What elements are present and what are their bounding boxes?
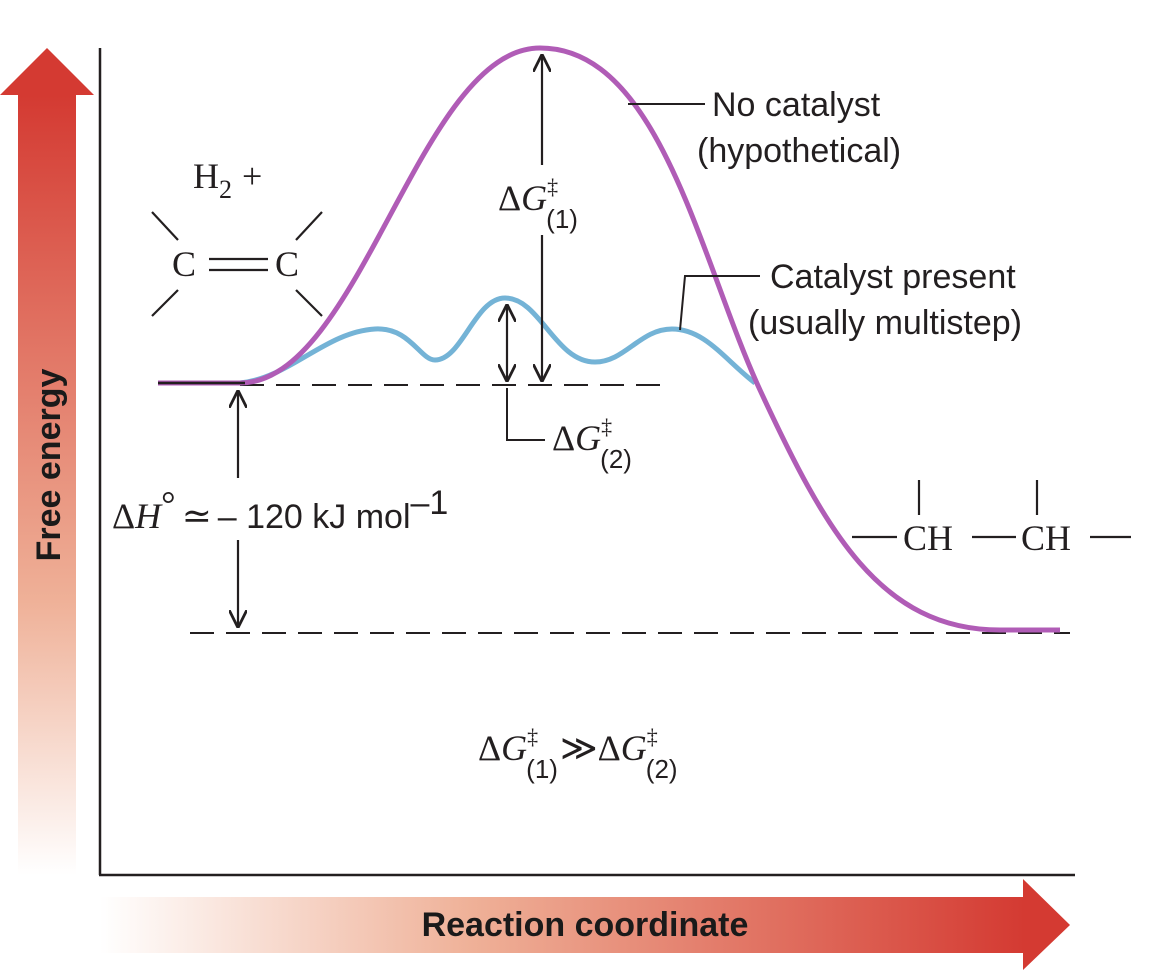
y-axis-arrow: [0, 48, 94, 875]
product-group-left: CH: [903, 518, 953, 558]
catalyst-label-1: Catalyst present: [770, 258, 1016, 296]
product-structure: CH CH: [852, 480, 1131, 558]
dg1-label: ΔG‡ (1): [498, 174, 578, 234]
dg2-label: ΔG‡ (2): [552, 414, 632, 474]
carbon-right: C: [275, 244, 299, 284]
no-catalyst-label-1: No catalyst: [712, 86, 881, 124]
catalyst-curve: [239, 295, 757, 386]
product-group-right: CH: [1021, 518, 1071, 558]
carbon-left: C: [172, 244, 196, 284]
x-axis-title: Reaction coordinate: [422, 906, 749, 944]
x-axis-arrow: [100, 879, 1070, 970]
comparison-formula: ΔG‡ (1)≫ΔG‡ (2): [478, 724, 678, 784]
dh-label: ΔH° ≃ – 120 kJ mol–1: [112, 484, 448, 536]
y-axis-title: Free energy: [30, 369, 68, 562]
catalyst-leader: [679, 275, 760, 331]
dg2-leader: [506, 388, 545, 441]
reactant-structure: H2 + C C: [151, 156, 323, 317]
catalyst-label-2: (usually multistep): [748, 304, 1022, 342]
no-catalyst-curve: [158, 45, 1060, 633]
no-catalyst-label-2: (hypothetical): [697, 132, 901, 170]
h2-label: H2 +: [193, 156, 262, 204]
